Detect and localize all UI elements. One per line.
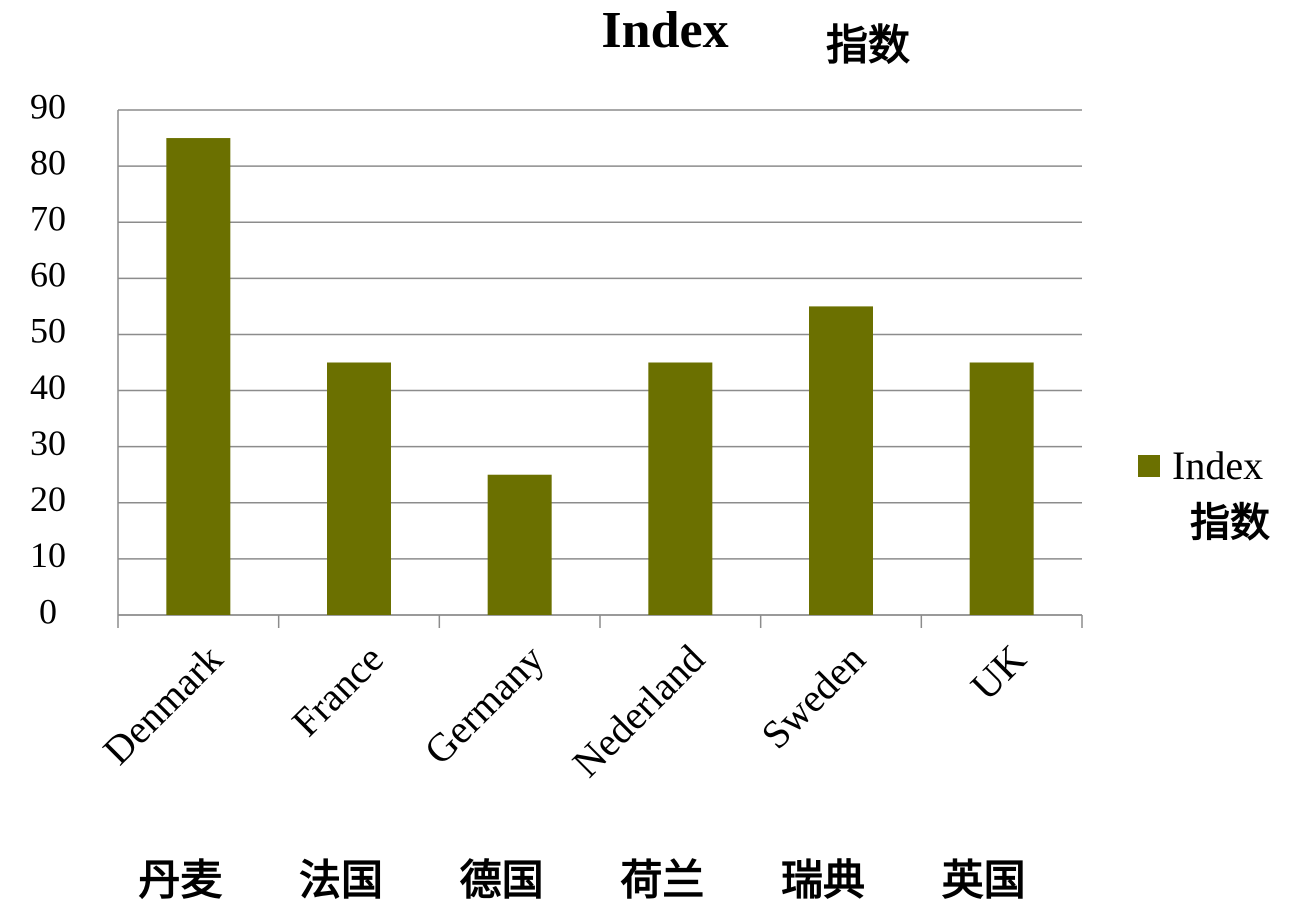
y-tick-label: 30 [30, 423, 66, 463]
chart-title: Index [601, 2, 728, 59]
y-tick-label: 90 [30, 86, 66, 126]
x-tick-annotation: 英国 [942, 856, 1026, 905]
y-tick-label: 50 [30, 311, 66, 351]
x-tick-label: Denmark [94, 636, 231, 773]
bar [648, 362, 713, 615]
x-tick-label: UK [962, 636, 1035, 709]
y-tick-label: 0 [39, 591, 57, 631]
x-tick-label: France [283, 636, 392, 745]
x-tick-annotation: 德国 [460, 856, 544, 905]
x-tick-label: Germany [415, 636, 552, 773]
bar [327, 362, 391, 615]
y-tick-label: 10 [30, 535, 66, 575]
bar [487, 474, 552, 615]
y-tick-label: 60 [30, 255, 66, 295]
y-tick-label: 20 [30, 479, 66, 519]
y-tick-label: 40 [30, 367, 66, 407]
bar [809, 306, 873, 615]
x-tick-label: Nederland [564, 636, 714, 786]
legend-annotation: 指数 [1190, 500, 1270, 546]
bar [166, 138, 231, 616]
x-tick-label: Sweden [752, 636, 873, 757]
x-tick-annotation: 荷兰 [620, 856, 704, 905]
chart-title-annotation: 指数 [826, 21, 910, 70]
x-tick-annotation: 法国 [299, 856, 383, 905]
y-tick-label: 70 [30, 198, 66, 238]
legend-label: Index [1172, 443, 1263, 488]
x-tick-annotation: 丹麦 [138, 856, 222, 905]
y-tick-label: 80 [30, 142, 66, 182]
x-tick-annotation: 瑞典 [781, 856, 865, 905]
legend-swatch [1138, 455, 1160, 477]
bar [969, 362, 1034, 615]
